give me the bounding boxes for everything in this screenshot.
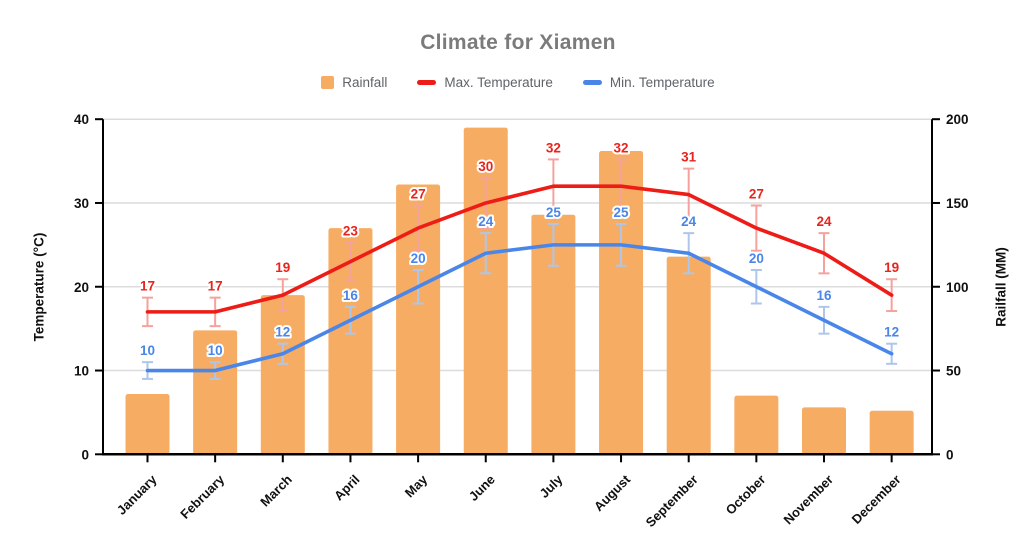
svg-text:10: 10: [208, 343, 223, 358]
svg-text:32: 32: [546, 140, 561, 155]
svg-text:23: 23: [343, 223, 359, 238]
svg-text:19: 19: [884, 260, 899, 275]
min-temperature-swatch-icon: [582, 80, 602, 85]
svg-text:100: 100: [946, 280, 969, 295]
svg-text:40: 40: [74, 112, 89, 127]
svg-text:0: 0: [946, 447, 954, 462]
svg-text:20: 20: [749, 251, 764, 266]
svg-text:June: June: [466, 472, 498, 504]
svg-text:24: 24: [681, 214, 697, 229]
chart-legend: Rainfall Max. Temperature Min. Temperatu…: [0, 75, 1036, 90]
legend-item-max-temperature: Max. Temperature: [417, 75, 553, 90]
svg-text:50: 50: [946, 364, 961, 379]
svg-text:10: 10: [74, 364, 89, 379]
svg-text:March: March: [257, 472, 295, 510]
svg-text:16: 16: [816, 288, 832, 303]
right-axis-title: Railfall (MM): [993, 247, 1009, 327]
svg-text:17: 17: [208, 279, 223, 294]
svg-text:0: 0: [81, 447, 89, 462]
chart-title: Climate for Xiamen: [420, 31, 616, 54]
svg-text:30: 30: [478, 159, 493, 174]
svg-text:31: 31: [681, 150, 697, 165]
svg-text:September: September: [643, 472, 701, 530]
svg-text:24: 24: [478, 214, 494, 229]
legend-label-min-temperature: Min. Temperature: [609, 75, 715, 90]
svg-text:30: 30: [74, 196, 89, 211]
svg-text:November: November: [781, 472, 837, 528]
svg-text:July: July: [537, 471, 567, 501]
svg-text:December: December: [849, 472, 904, 527]
rainfall-swatch-icon: [321, 76, 335, 89]
svg-text:17: 17: [140, 279, 155, 294]
legend-item-min-temperature: Min. Temperature: [582, 75, 715, 90]
svg-text:25: 25: [614, 205, 630, 220]
svg-text:October: October: [723, 472, 769, 518]
legend-item-rainfall: Rainfall: [321, 75, 387, 90]
svg-text:12: 12: [275, 325, 290, 340]
svg-text:32: 32: [614, 140, 629, 155]
svg-text:19: 19: [275, 260, 290, 275]
svg-text:April: April: [331, 472, 363, 504]
svg-text:24: 24: [816, 214, 832, 229]
legend-label-max-temperature: Max. Temperature: [444, 75, 553, 90]
svg-text:12: 12: [884, 325, 899, 340]
svg-text:27: 27: [411, 186, 426, 201]
svg-text:16: 16: [343, 288, 359, 303]
svg-text:May: May: [402, 471, 431, 500]
svg-text:27: 27: [749, 186, 764, 201]
svg-text:20: 20: [74, 280, 89, 295]
svg-text:200: 200: [946, 112, 969, 127]
svg-text:10: 10: [140, 343, 155, 358]
svg-text:20: 20: [411, 251, 426, 266]
left-axis-title: Temperature (°C): [31, 232, 47, 342]
svg-text:150: 150: [946, 196, 969, 211]
svg-text:August: August: [591, 471, 634, 514]
svg-text:January: January: [114, 471, 160, 517]
svg-text:February: February: [177, 471, 227, 521]
svg-text:25: 25: [546, 205, 562, 220]
max-temperature-swatch-icon: [417, 80, 437, 85]
legend-label-rainfall: Rainfall: [342, 75, 388, 90]
